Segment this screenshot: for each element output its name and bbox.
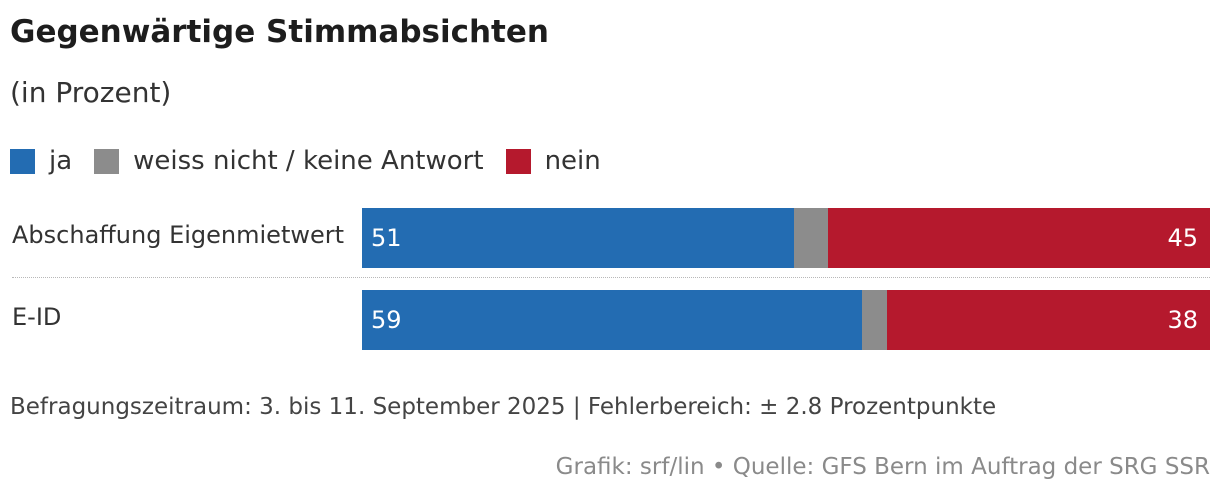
bar-segment-weiss-nicht bbox=[862, 290, 887, 350]
bar-eigenmietwert: 51 45 bbox=[362, 208, 1210, 268]
bar-segment-weiss-nicht bbox=[794, 208, 828, 268]
legend-swatch-weiss-nicht bbox=[94, 148, 120, 174]
legend-swatch-ja bbox=[10, 148, 35, 174]
value-label-ja: 59 bbox=[371, 306, 402, 334]
bar-segment-ja bbox=[362, 208, 794, 268]
legend: ja weiss nicht / keine Antwort nein bbox=[10, 143, 623, 179]
chart-title: Gegenwärtige Stimmabsichten bbox=[10, 14, 549, 50]
survey-note: Befragungszeitraum: 3. bis 11. September… bbox=[10, 394, 997, 420]
bar-segment-nein bbox=[828, 208, 1210, 268]
chart-subtitle: (in Prozent) bbox=[10, 76, 172, 109]
source-credit: Grafik: srf/lin • Quelle: GFS Bern im Au… bbox=[555, 454, 1210, 480]
bar-e-id: 59 38 bbox=[362, 290, 1210, 350]
value-label-nein: 38 bbox=[1167, 306, 1198, 334]
bar-segment-ja bbox=[362, 290, 862, 350]
category-label-eigenmietwert: Abschaffung Eigenmietwert bbox=[12, 221, 345, 249]
legend-item-nein: nein bbox=[505, 146, 601, 176]
legend-label-nein: nein bbox=[544, 146, 601, 176]
legend-item-weiss-nicht: weiss nicht / keine Antwort bbox=[94, 146, 484, 176]
category-label-e-id: E-ID bbox=[12, 303, 62, 331]
legend-label-ja: ja bbox=[49, 146, 73, 176]
bar-segment-nein bbox=[887, 290, 1210, 350]
legend-label-weiss-nicht: weiss nicht / keine Antwort bbox=[133, 146, 484, 176]
value-label-nein: 45 bbox=[1167, 224, 1198, 252]
legend-item-ja: ja bbox=[10, 146, 72, 176]
row-divider bbox=[12, 277, 1210, 278]
legend-swatch-nein bbox=[505, 148, 531, 174]
value-label-ja: 51 bbox=[371, 224, 402, 252]
